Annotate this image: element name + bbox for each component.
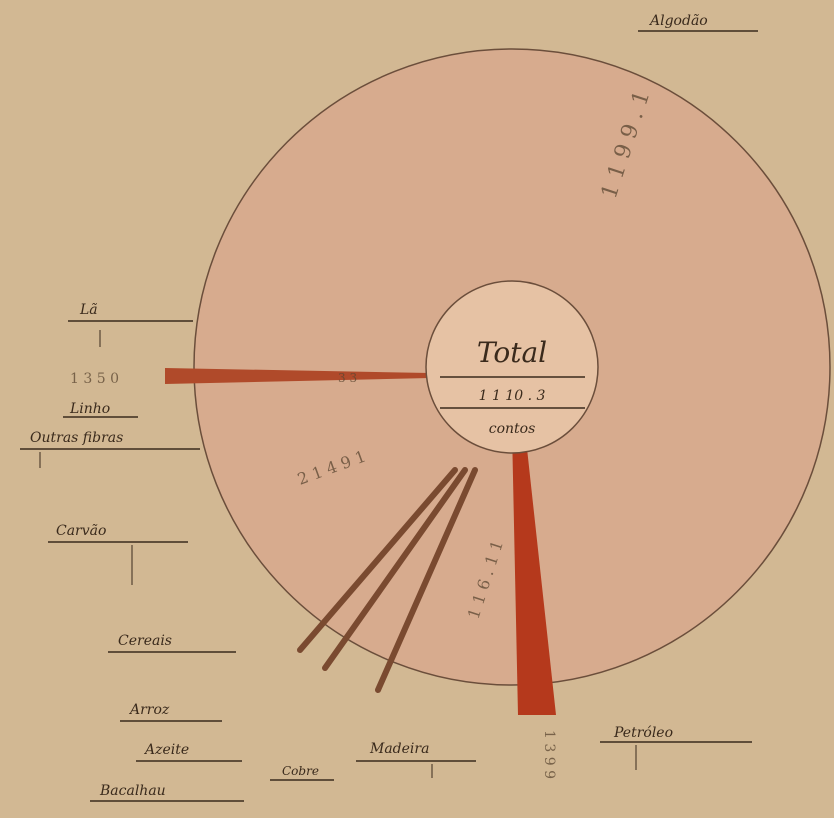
label-left-mid2: Outras fibras	[20, 430, 200, 468]
label-left-bottom3-text: Azeite	[143, 742, 189, 758]
wedge-bar-3	[375, 467, 478, 693]
label-left-bottom4: Bacalhau	[90, 783, 244, 802]
label-left-mid1: Linho	[63, 401, 138, 418]
wedge-group	[297, 467, 478, 693]
label-left-bottom4-text: Bacalhau	[99, 783, 166, 799]
label-bottom-center-b: Cobre	[270, 764, 334, 781]
center-value: 1 1 10 . 3	[479, 388, 546, 404]
bottom-bar	[512, 430, 556, 715]
bottom-value: 1 3 9 9	[541, 730, 557, 779]
label-top-right-text: Algodão	[648, 13, 708, 29]
center-label: Total	[477, 336, 547, 369]
label-bottom-center-a-text: Madeira	[369, 741, 429, 757]
label-left-bottom1: Cereais	[108, 633, 236, 653]
label-left-bottom3: Azeite	[136, 742, 242, 762]
label-left-lower-text: Carvão	[56, 523, 106, 539]
center-unit: contos	[489, 421, 536, 437]
label-left-mid2-text: Outras fibras	[30, 430, 123, 446]
label-top-right: Algodão	[638, 13, 758, 32]
label-bottom-center-a: Madeira	[356, 741, 476, 778]
label-left-bottom1-text: Cereais	[118, 633, 172, 649]
wedge-bar-1	[297, 467, 458, 653]
left-bar	[165, 368, 430, 384]
label-bottom-right-text: Petróleo	[613, 725, 673, 741]
wedge-bar-2	[322, 467, 468, 671]
label-bottom-right: Petróleo	[600, 725, 752, 770]
label-bottom-center-b-text: Cobre	[282, 764, 319, 778]
ring-value-3: 3 3	[338, 371, 357, 385]
label-left-top: Lã	[68, 302, 193, 347]
label-left-mid1-text: Linho	[69, 401, 110, 417]
left-value: 1 3 5 0	[70, 371, 119, 387]
label-left-bottom2: Arroz	[120, 702, 222, 722]
label-left-bottom2-text: Arroz	[128, 702, 170, 718]
label-left-top-text: Lã	[79, 302, 98, 318]
label-left-lower: Carvão	[48, 523, 188, 585]
center-circle	[425, 280, 599, 454]
